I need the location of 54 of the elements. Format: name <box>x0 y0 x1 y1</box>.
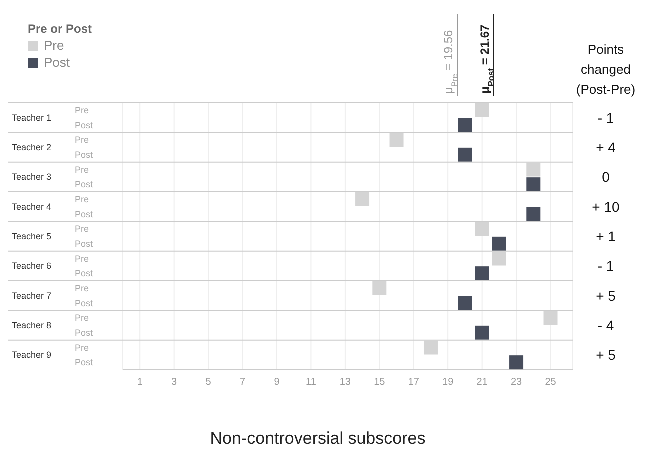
text: Post <box>75 120 94 130</box>
text: + 5 <box>596 288 616 304</box>
text: Post <box>75 150 94 160</box>
x-tick-label: 15 <box>374 377 386 388</box>
text: Pre <box>75 342 90 353</box>
text: Post <box>75 298 94 308</box>
legend-title: Pre or Post <box>28 22 92 36</box>
text: Pre <box>75 164 90 175</box>
x-tick-label: 19 <box>442 377 454 388</box>
y-tick-label: Teacher 5 <box>12 232 52 242</box>
text: Pre <box>75 283 90 294</box>
text: Post <box>75 180 94 190</box>
x-tick-label: 21 <box>476 377 488 388</box>
text: - 1 <box>598 110 614 126</box>
text: Pre <box>75 254 90 264</box>
x-tick-label: 23 <box>510 377 523 388</box>
x-tick-label: 7 <box>240 377 246 388</box>
x-tick-label: 9 <box>274 377 280 388</box>
x-tick-label: 3 <box>172 377 178 388</box>
text: + 1 <box>596 228 616 244</box>
y-tick-label: Teacher 7 <box>12 290 52 301</box>
text: Post <box>75 328 94 338</box>
x-tick-label: 1 <box>137 377 144 388</box>
text: Post <box>75 358 94 368</box>
x-tick-label: 17 <box>408 377 420 388</box>
text: Pre <box>75 313 90 324</box>
text: Points changed (Post-Pre) <box>576 42 636 97</box>
x-axis-title: Non-controversial subscores <box>210 429 426 448</box>
text: + 10 <box>592 198 620 215</box>
text: Pre <box>75 105 90 116</box>
legend-label: Pre <box>44 38 64 53</box>
y-tick-label: Teacher 9 <box>12 350 52 360</box>
y-tick-label: Teacher 3 <box>12 172 52 182</box>
y-tick-label: Teacher 1 <box>12 112 52 123</box>
y-tick-label: Teacher 2 <box>12 142 52 152</box>
x-tick-label: 5 <box>206 377 212 388</box>
text: Pre <box>75 194 90 204</box>
text: - 4 <box>598 318 614 334</box>
y-tick-label: Teacher 4 <box>12 202 52 212</box>
x-tick-label: 13 <box>340 377 352 388</box>
x-tick-label: 11 <box>306 377 317 388</box>
y-tick-label: Teacher 8 <box>12 320 52 330</box>
text: Post <box>75 238 94 249</box>
text: 0 <box>602 169 610 186</box>
text: Post <box>75 209 94 220</box>
text: + 4 <box>596 140 616 156</box>
text: + 5 <box>596 347 616 364</box>
legend-label: Post <box>44 55 70 70</box>
x-tick-label: 25 <box>545 377 557 388</box>
text: - 1 <box>598 258 614 274</box>
text: Post <box>75 268 94 279</box>
text: Pre <box>75 224 90 234</box>
text: Pre <box>75 135 90 146</box>
y-tick-label: Teacher 6 <box>12 261 52 272</box>
